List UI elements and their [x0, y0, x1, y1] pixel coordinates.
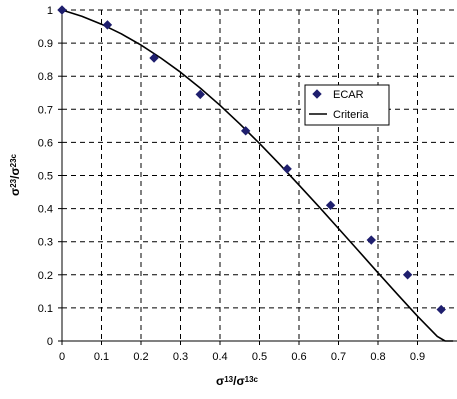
x-tick-label-0: 0 [59, 351, 65, 363]
legend: ECAR Criteria [304, 84, 390, 126]
criteria-curve [61, 9, 454, 342]
ecar-point-3 [195, 89, 205, 100]
x-tick-label-3: 0.3 [173, 351, 188, 363]
legend-criteria-label: Criteria [333, 109, 369, 121]
y-tick-label-9: 0.9 [38, 38, 53, 50]
ecar-point-9 [436, 304, 446, 315]
ecar-point-1 [102, 20, 113, 30]
ecar-point-6 [325, 200, 336, 210]
y-tick-label-2: 0.2 [38, 270, 53, 282]
y-tick-label-5: 0.5 [38, 171, 53, 183]
y-tick-label-6: 0.6 [38, 137, 53, 149]
x-tick-label-1: 0.1 [94, 351, 109, 363]
x-tick-label-8: 0.8 [370, 351, 385, 363]
ecar-point-8 [402, 270, 413, 280]
x-tick-label-6: 0.6 [291, 351, 306, 363]
y-axis-title: σ23/σ23c [8, 153, 22, 196]
x-tick-label-2: 0.2 [133, 351, 148, 363]
ecar-point-2 [149, 53, 159, 63]
x-tick-label-4: 0.4 [212, 351, 227, 363]
y-tick-label-4: 0.4 [38, 204, 53, 216]
x-axis-title: σ13/σ13c [216, 374, 259, 388]
legend-ecar-label: ECAR [333, 89, 364, 101]
y-tick-label-10: 1 [47, 5, 53, 17]
x-tick-label-5: 0.5 [252, 351, 267, 363]
legend-ecar-marker [312, 89, 322, 99]
ecar-point-0 [57, 5, 67, 15]
y-tick-label-8: 0.8 [38, 71, 53, 83]
x-tick-labels: 0 0.1 0.2 0.3 0.4 0.5 0.6 0.7 0.8 0.9 [59, 341, 425, 363]
x-tick-label-7: 0.7 [331, 351, 346, 363]
series [57, 5, 454, 342]
ecar-point-5 [282, 164, 292, 174]
ecar-point-4 [240, 126, 251, 136]
ecar-point-7 [366, 235, 376, 245]
y-tick-labels: 0 0.1 0.2 0.3 0.4 0.5 0.6 0.7 0.8 0.9 1 [38, 5, 62, 348]
y-tick-label-3: 0.3 [38, 237, 53, 249]
legend-box [304, 84, 390, 126]
x-tick-label-9: 0.9 [410, 351, 425, 363]
y-tick-label-0: 0 [47, 336, 53, 348]
y-tick-label-1: 0.1 [38, 303, 53, 315]
grid [62, 9, 457, 341]
y-tick-label-7: 0.7 [38, 104, 53, 116]
